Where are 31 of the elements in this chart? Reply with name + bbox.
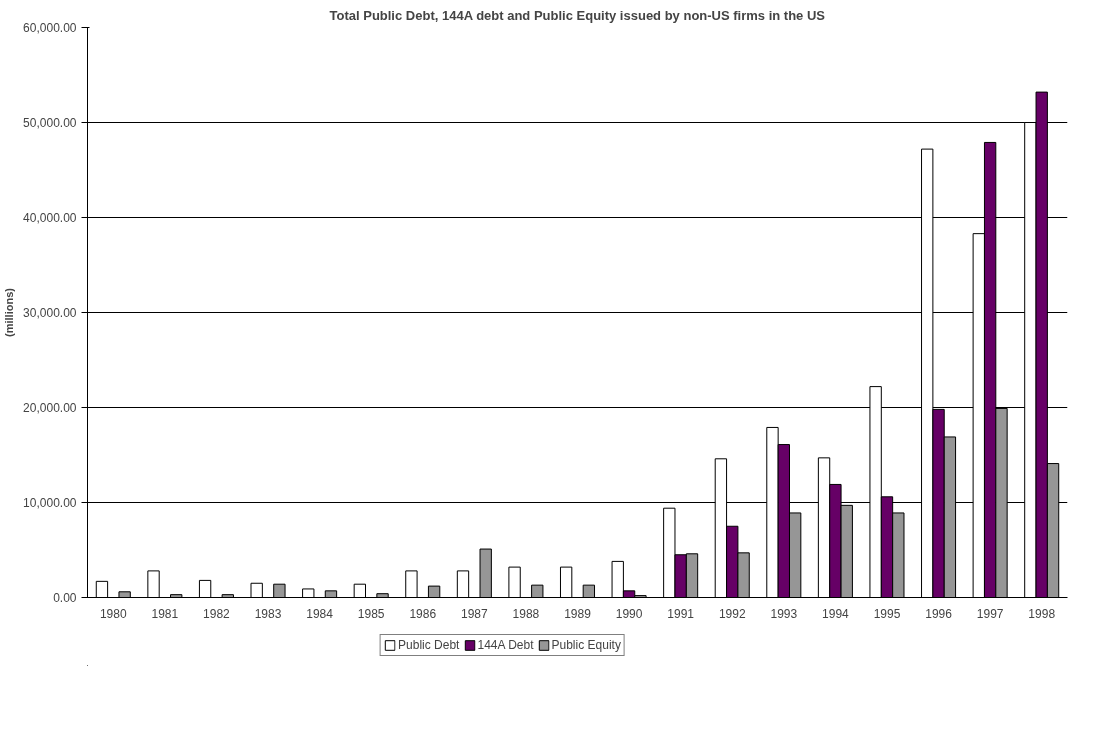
y-tick-label: 40,000.00: [23, 211, 77, 225]
x-tick-label: 1984: [306, 606, 334, 621]
y-tick-label: 30,000.00: [23, 306, 77, 320]
x-tick-label: 1993: [770, 606, 798, 621]
legend-label: 144A Debt: [477, 638, 534, 652]
x-tick-label: 1982: [203, 606, 231, 621]
x-tick-label: 1998: [1028, 606, 1056, 621]
x-tick-label: 1996: [925, 606, 953, 621]
x-tick-label: 1988: [512, 606, 540, 621]
x-tick-label: 1989: [564, 606, 592, 621]
x-tick-label: 1980: [99, 606, 127, 621]
x-tick-label: 1990: [615, 606, 643, 621]
x-tick-label: 1991: [667, 606, 695, 621]
y-axis-title: (millions): [3, 287, 16, 337]
chart-title: Total Public Debt, 144A debt and Public Equity issued by non-US firms in the US: [329, 7, 826, 23]
x-tick-label: 1994: [822, 606, 850, 621]
x-tick-label: 1985: [357, 606, 385, 621]
x-tick-label: 1981: [151, 606, 179, 621]
x-tick-label: 1995: [873, 606, 901, 621]
y-tick-label: 60,000.00: [23, 21, 77, 35]
y-tick-label: 50,000.00: [23, 116, 77, 130]
y-tick-label: 20,000.00: [23, 401, 77, 415]
x-tick-label: 1997: [976, 606, 1004, 621]
x-tick-label: 1992: [718, 606, 746, 621]
y-tick-label: 10,000.00: [23, 496, 77, 510]
x-tick-label: 1987: [460, 606, 489, 621]
legend-label: Public Equity: [551, 638, 621, 652]
y-tick-label: 0.00: [53, 591, 77, 605]
legend-label: Public Debt: [398, 638, 460, 652]
x-tick-label: 1986: [409, 606, 437, 621]
x-tick-label: 1983: [254, 606, 282, 621]
